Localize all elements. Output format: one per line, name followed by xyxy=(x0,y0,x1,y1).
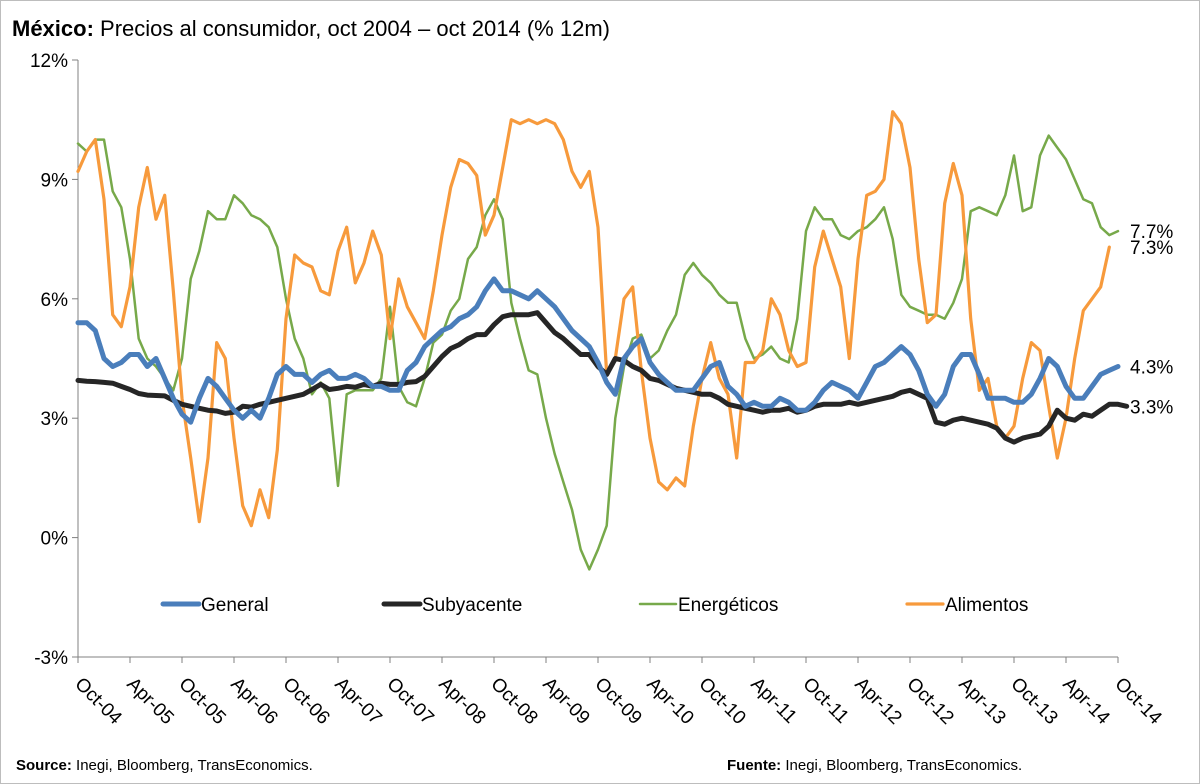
title-bold: México: xyxy=(12,16,94,41)
end-label: 3.3% xyxy=(1130,397,1173,418)
y-tick-label: 9% xyxy=(41,170,69,191)
y-tick-label: 6% xyxy=(41,290,69,311)
end-label: 7.3% xyxy=(1130,238,1173,259)
chart-title: México: Precios al consumidor, oct 2004 … xyxy=(12,16,610,42)
x-tick-label: Oct-12 xyxy=(902,674,957,729)
x-tick-label: Oct-13 xyxy=(1006,674,1061,729)
title-text: Precios al consumidor, oct 2004 – oct 20… xyxy=(93,16,610,41)
series-line-alimentos xyxy=(76,110,1111,528)
x-tick-label: Oct-11 xyxy=(798,674,852,728)
legend: General Subyacente Energéticos Alimentos xyxy=(160,595,1028,616)
x-tick-label: Apr-14 xyxy=(1058,674,1113,729)
source-text: Inegi, Bloomberg, TransEconomics. xyxy=(71,757,313,774)
x-tick-label: Oct-06 xyxy=(278,674,333,729)
series-line-energticos xyxy=(76,134,1120,571)
source-note: Source: Inegi, Bloomberg, TransEconomics… xyxy=(16,757,313,774)
fuente-bold: Fuente: xyxy=(727,757,782,774)
y-tick-label: 12% xyxy=(30,51,68,72)
legend-label: General xyxy=(201,595,269,616)
x-tick-label: Oct-05 xyxy=(174,674,229,729)
x-tick-label: Apr-12 xyxy=(850,674,905,729)
series-line-general xyxy=(75,276,1121,425)
y-tick-label: 3% xyxy=(41,409,69,430)
source-bold: Source: xyxy=(16,757,72,774)
x-tick-label: Oct-09 xyxy=(590,674,645,729)
x-tick-label: Apr-08 xyxy=(434,674,489,729)
fuente-note: Fuente: Inegi, Bloomberg, TransEconomics… xyxy=(727,757,1022,774)
legend-label: Energéticos xyxy=(678,595,778,616)
x-tick-label: Apr-05 xyxy=(122,674,177,729)
x-tick-labels: Oct-04Apr-05Oct-05Apr-06Oct-06Apr-07Oct-… xyxy=(70,674,1165,729)
legend-label: Subyacente xyxy=(422,595,522,616)
x-tick-label: Oct-07 xyxy=(382,674,437,729)
x-tick-label: Oct-10 xyxy=(694,674,749,729)
x-tick-label: Oct-08 xyxy=(486,674,541,729)
y-tick-label: 0% xyxy=(41,529,69,550)
x-tick-label: Oct-04 xyxy=(70,674,125,729)
end-label: 4.3% xyxy=(1130,357,1173,378)
x-tick-label: Apr-09 xyxy=(538,674,593,729)
axes: -3% 0% 3% 6% 9% 12% xyxy=(30,51,1119,669)
x-tick-label: Apr-06 xyxy=(226,674,281,729)
legend-label: Alimentos xyxy=(945,595,1028,616)
x-tick-label: Oct-14 xyxy=(1110,674,1165,729)
x-tick-label: Apr-10 xyxy=(642,674,697,729)
end-label: 7.7% xyxy=(1130,222,1173,243)
y-tick-label: -3% xyxy=(34,648,68,669)
fuente-text: Inegi, Bloomberg, TransEconomics. xyxy=(781,757,1023,774)
x-tick-label: Apr-13 xyxy=(954,674,1009,729)
x-tick-label: Apr-11 xyxy=(746,674,800,728)
end-labels: 4.3% 3.3% 7.7%7.3% xyxy=(1130,222,1173,418)
x-tick-label: Apr-07 xyxy=(330,674,385,729)
plot-area xyxy=(75,110,1130,571)
